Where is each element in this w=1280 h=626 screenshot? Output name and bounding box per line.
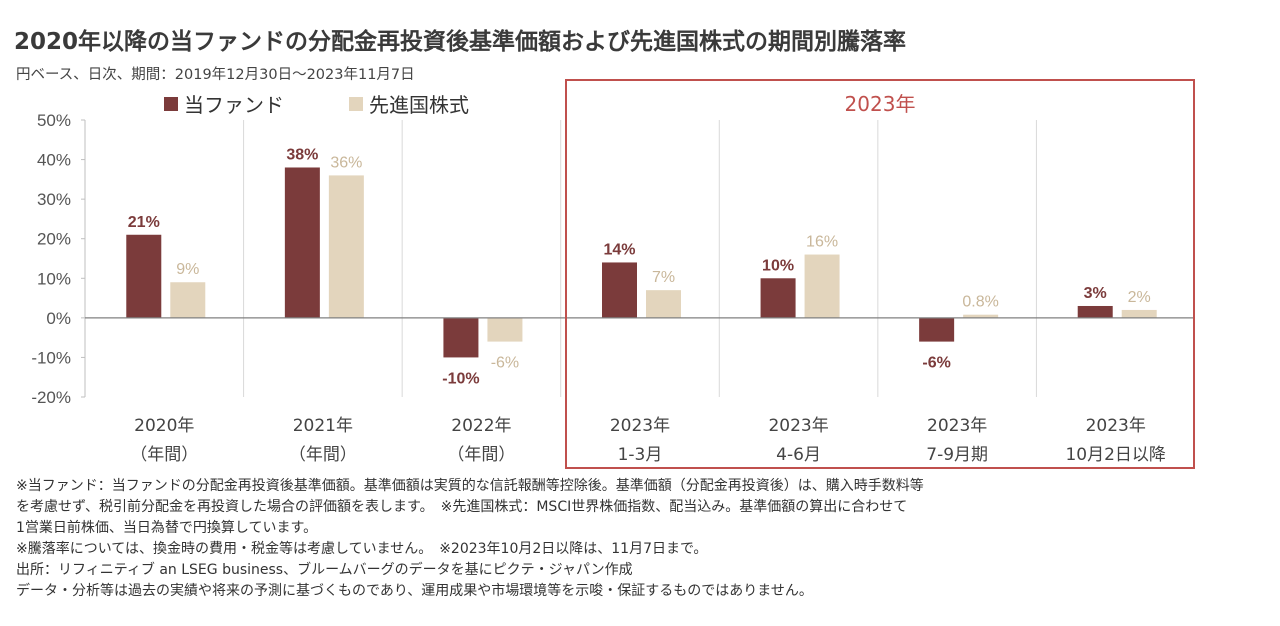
fund-bar: [760, 278, 796, 318]
x-tick-label: （年間）: [447, 445, 515, 465]
legend-swatch-index: [349, 97, 363, 111]
index-bar: [646, 290, 681, 318]
bar-chart: 50% 40% 30% 20% 10% 0% -10% -20% 21% 38% -10% 14% 10…: [31, 79, 1195, 469]
footnote-line: データ・分析等は過去の実績や将来の予測に基づくものであり、運用成果や市場環境等を…: [16, 583, 813, 599]
footnote-line: 1営業日前株価、当日為替で円換算しています。: [16, 520, 318, 536]
index-data-label: 36%: [330, 154, 362, 171]
y-tick-label: 0%: [46, 309, 71, 328]
fund-data-label: 21%: [128, 214, 160, 231]
index-bar: [170, 282, 206, 318]
fund-data-label: 10%: [762, 257, 794, 274]
x-tick-label: 1-3月: [618, 445, 663, 465]
index-data-label: 2%: [1128, 289, 1151, 306]
fund-bar: [443, 317, 479, 358]
index-data-label: 0.8%: [962, 294, 998, 311]
footnote-line: ※当ファンド：当ファンドの分配金再投資後基準価額。基準価額は実質的な信託報酬等控…: [16, 478, 924, 494]
x-tick-label: 10月2日以降: [1065, 445, 1165, 465]
fund-bar: [602, 262, 637, 318]
chart-title: 2020年以降の当ファンドの分配金再投資後基準価額および先進国株式の期間別騰落率: [14, 29, 907, 55]
footnotes: ※当ファンド：当ファンドの分配金再投資後基準価額。基準価額は実質的な信託報酬等控…: [16, 476, 1276, 602]
index-bar: [487, 317, 523, 342]
x-tick-label: 2020年: [134, 416, 194, 436]
highlight-label: 2023年: [845, 92, 916, 116]
fund-data-label: -10%: [442, 370, 479, 387]
fund-data-label: -6%: [922, 355, 950, 372]
footnote-line: を考慮せず、税引前分配金を再投資した場合の評価額を表します。 ※先進国株式：MS…: [16, 499, 908, 515]
highlight-box: [565, 79, 1195, 469]
x-tick-label: 7-9月期: [926, 445, 988, 465]
x-tick-label: （年間）: [130, 445, 198, 465]
y-tick-label: 30%: [37, 190, 71, 209]
footnote-line: 出所：リフィニティブ an LSEG business、ブルームバーグのデータを…: [16, 562, 633, 578]
index-data-label: 7%: [652, 269, 675, 286]
y-tick-label: 10%: [37, 269, 71, 288]
x-tick-label: 2023年: [1086, 416, 1146, 436]
x-tick-label: 4-6月: [776, 445, 821, 465]
y-tick-label: -10%: [31, 348, 71, 367]
x-tick-label: 2023年: [927, 416, 987, 436]
index-data-label: 16%: [806, 234, 838, 251]
x-tick-label: 2021年: [293, 416, 353, 436]
fund-data-label: 14%: [603, 241, 635, 258]
chart-subtitle: 円ベース、日次、期間：2019年12月30日～2023年11月7日: [16, 67, 415, 83]
y-tick-label: 20%: [37, 230, 71, 249]
index-bar: [1121, 309, 1157, 318]
index-data-label: 9%: [176, 261, 199, 278]
index-bar: [328, 175, 364, 318]
legend-label-index: 先進国株式: [369, 93, 469, 117]
fund-data-label: 38%: [286, 146, 318, 163]
footnote-line: ※騰落率については、換金時の費用・税金等は考慮していません。 ※2023年10月…: [16, 541, 708, 557]
index-bar: [963, 314, 999, 318]
y-tick-label: -20%: [31, 388, 71, 407]
fund-bar: [284, 167, 320, 318]
x-tick-label: （年間）: [289, 445, 357, 465]
x-tick-label: 2023年: [768, 416, 828, 436]
fund-data-label: 3%: [1084, 285, 1107, 302]
index-bar: [804, 254, 840, 318]
legend-swatch-fund: [164, 97, 178, 111]
fund-bar: [1077, 305, 1113, 318]
legend-label-fund: 当ファンド: [184, 93, 284, 117]
fund-bar: [919, 317, 955, 342]
fund-bar: [126, 234, 162, 318]
x-tick-label: 2023年: [610, 416, 670, 436]
index-data-label: -6%: [491, 355, 519, 372]
x-tick-label: 2022年: [451, 416, 511, 436]
y-tick-label: 40%: [37, 151, 71, 170]
y-tick-label: 50%: [37, 111, 71, 130]
